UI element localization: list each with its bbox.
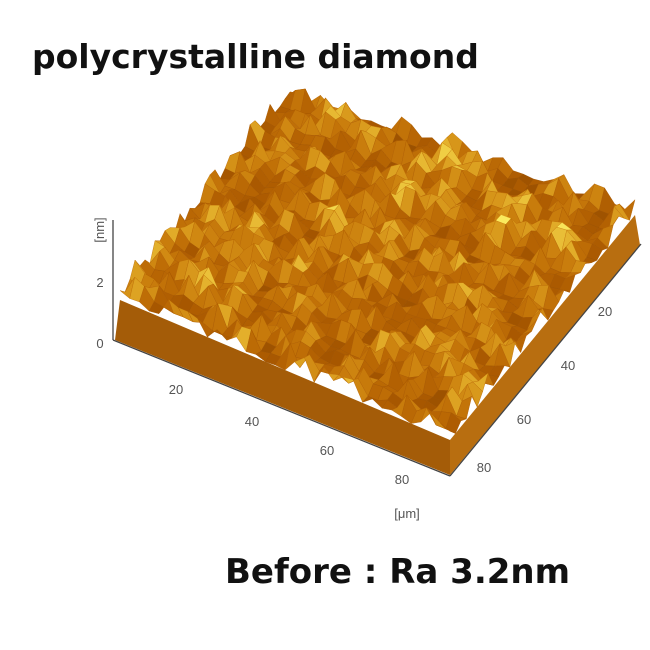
x-tick: 20 xyxy=(169,382,183,397)
x-tick: 40 xyxy=(245,414,259,429)
z-label: [nm] xyxy=(92,217,107,242)
axes xyxy=(112,220,642,477)
side-face xyxy=(450,215,640,475)
z-tick: 0 xyxy=(96,336,103,351)
surface-facet xyxy=(440,422,456,434)
y-tick: 20 xyxy=(598,304,612,319)
z-tick: 2 xyxy=(96,275,103,290)
title: polycrystalline diamond xyxy=(32,37,479,76)
y-tick: 40 xyxy=(561,358,575,373)
x-axis xyxy=(112,339,451,477)
front-face xyxy=(115,300,450,475)
y-tick: 60 xyxy=(517,412,531,427)
x-tick: 80 xyxy=(395,472,409,487)
y-axis xyxy=(449,243,642,477)
afm-surface xyxy=(119,88,636,434)
x-label: [μm] xyxy=(394,506,420,521)
y-tick: 80 xyxy=(477,460,491,475)
x-tick: 60 xyxy=(320,443,334,458)
caption: Before : Ra 3.2nm xyxy=(225,552,570,592)
